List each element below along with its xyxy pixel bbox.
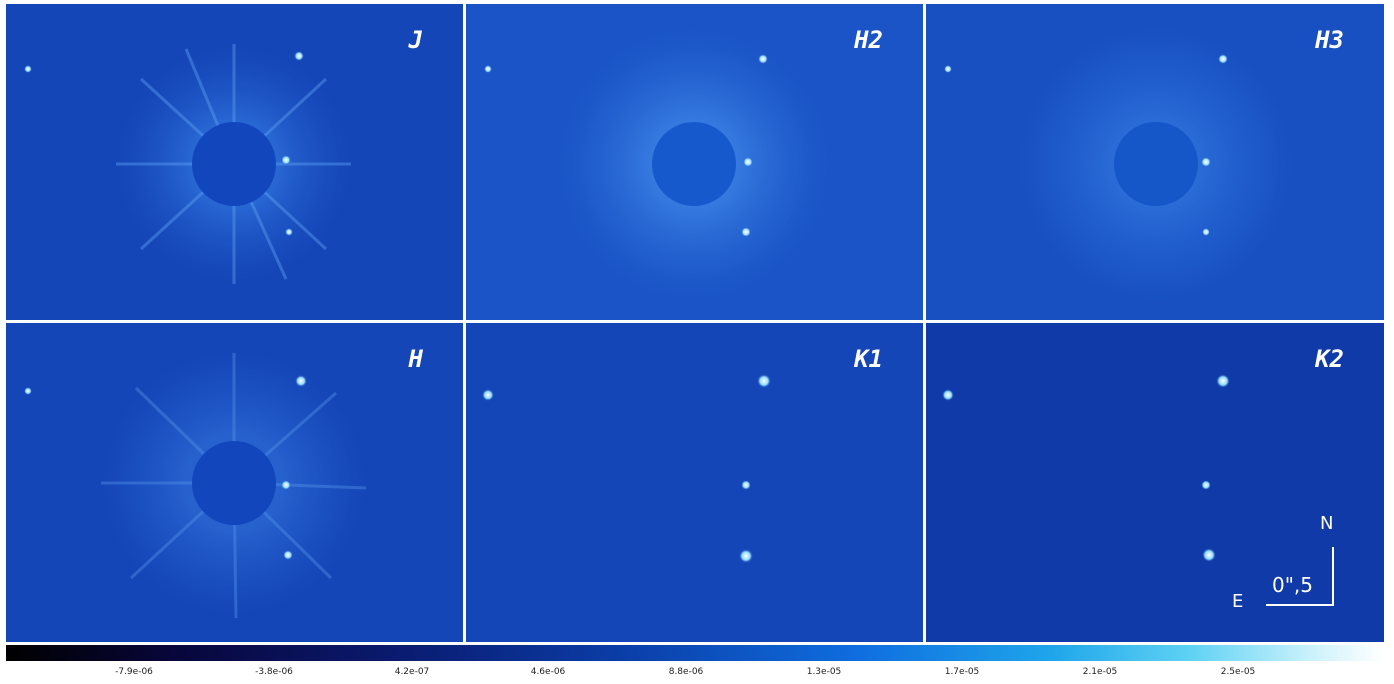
band-label: H2 xyxy=(854,26,883,54)
panel-k1: K1 xyxy=(466,323,923,642)
colorbar-tick: 4.2e-07 xyxy=(394,667,430,677)
divider-horizontal xyxy=(6,320,1384,323)
divider-vertical-1 xyxy=(463,4,466,642)
east-label: E xyxy=(1232,591,1244,612)
colorbar-gradient xyxy=(6,645,1383,661)
colorbar xyxy=(6,645,1383,661)
scale-bar xyxy=(1266,604,1334,606)
panel-k2: K2 N 0",5 E xyxy=(926,323,1384,642)
panel-j: J xyxy=(6,4,463,320)
panel-h3-image xyxy=(944,19,1301,309)
panel-h3: H3 xyxy=(926,4,1384,320)
panel-k1-image xyxy=(482,374,771,563)
colorbar-tick: 4.6e-06 xyxy=(530,667,566,677)
band-label: H3 xyxy=(1315,26,1344,54)
colorbar-tick: 8.8e-06 xyxy=(668,667,704,677)
band-label: J xyxy=(408,26,423,54)
colorbar-tick: -3.8e-06 xyxy=(255,667,293,677)
colorbar-tick: 1.3e-05 xyxy=(806,667,842,677)
band-label: K2 xyxy=(1315,345,1344,373)
band-label: H xyxy=(408,345,423,373)
panel-h2: H2 xyxy=(466,4,923,320)
band-label: K1 xyxy=(854,345,883,373)
panel-h: H xyxy=(6,323,463,642)
panel-h-image xyxy=(24,343,374,623)
panel-h2-image xyxy=(484,19,839,309)
colorbar-tick: 2.5e-05 xyxy=(1220,667,1256,677)
north-label: N xyxy=(1320,513,1334,534)
image-grid: J H2 xyxy=(6,4,1384,642)
colorbar-ticks: -7.9e-06 -3.8e-06 4.2e-07 4.6e-06 8.8e-0… xyxy=(6,667,1383,681)
scale-label: 0",5 xyxy=(1272,573,1314,597)
panel-j-image xyxy=(24,39,359,289)
colorbar-tick: -7.9e-06 xyxy=(115,667,153,677)
north-arrow xyxy=(1332,547,1334,605)
panel-k2-image xyxy=(942,374,1230,562)
colorbar-tick: 1.7e-05 xyxy=(944,667,980,677)
divider-vertical-2 xyxy=(923,4,926,642)
colorbar-tick: 2.1e-05 xyxy=(1082,667,1118,677)
